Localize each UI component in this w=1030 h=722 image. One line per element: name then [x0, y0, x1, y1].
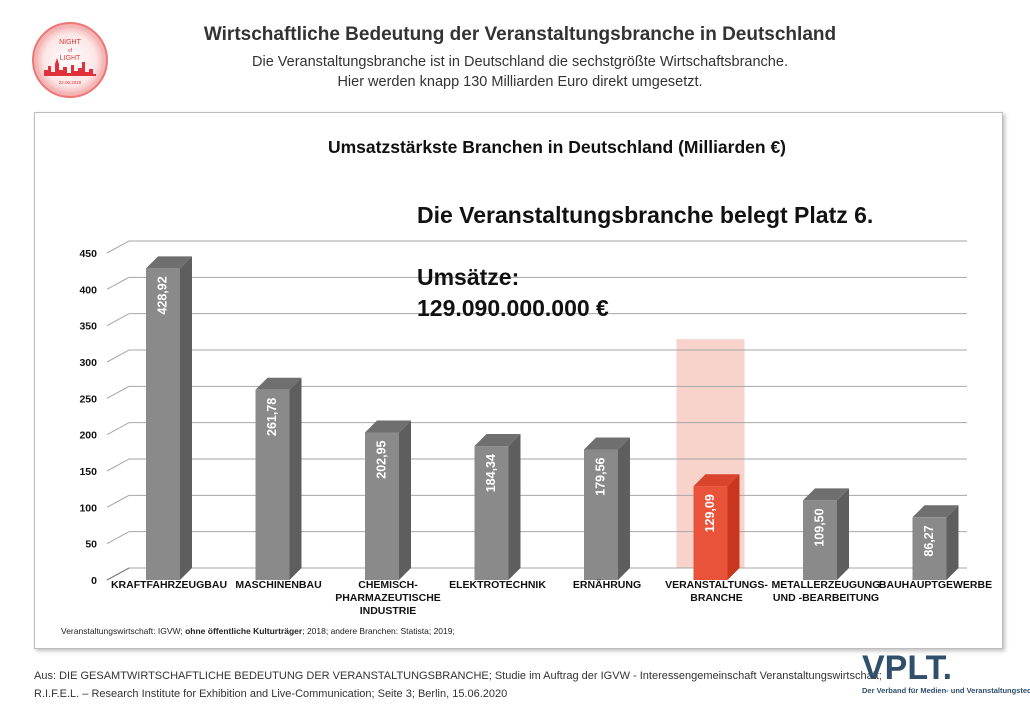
category-label-line: KRAFTFAHRZEUGBAU [111, 579, 227, 591]
source-part-2: ohne öffentliche Kulturträger [185, 626, 303, 636]
chart-frame: Umsatzstärkste Branchen in Deutschland (… [34, 112, 1003, 649]
vplt-tagline: Der Verband für Medien- und Veranstaltun… [862, 686, 1030, 695]
gridline-depth [106, 494, 130, 508]
y-tick-label: 300 [79, 357, 97, 369]
bar-value-label: 86,27 [922, 525, 936, 556]
y-tick-label: 250 [79, 393, 97, 405]
category-label: ERNÄHRUNG [573, 578, 641, 591]
bar-side [618, 437, 630, 580]
annotation-revenue-label: Umsätze: [417, 264, 519, 290]
chart-title: Umsatzstärkste Branchen in Deutschland (… [328, 137, 786, 157]
y-tick-label: 350 [79, 321, 97, 333]
bar-top [146, 256, 192, 269]
y-tick-label: 100 [79, 502, 97, 514]
category-label-line: UND -BEARBEITUNG [773, 592, 879, 604]
bar-value-label: 129,09 [703, 494, 717, 532]
category-label: VERANSTALTUNGS-BRANCHE [665, 579, 768, 604]
bar [474, 446, 509, 580]
category-label-line: MASCHINENBAU [235, 579, 321, 591]
bar-side [946, 505, 959, 580]
bar-value-label: 179,56 [593, 457, 607, 495]
gridline-depth [106, 349, 130, 363]
bar [255, 389, 290, 580]
bar-top [693, 474, 740, 487]
bar-top [912, 505, 959, 518]
footer-citation-line-1: Aus: DIE GESAMTWIRTSCHAFTLICHE BEDEUTUNG… [34, 670, 882, 682]
category-label-line: METALLERZEUGUNG [772, 579, 881, 591]
category-label: ELEKTROTECHNIK [449, 579, 546, 591]
gridline-depth [106, 313, 130, 327]
category-label: KRAFTFAHRZEUGBAU [111, 579, 227, 591]
bar [365, 432, 399, 580]
gridline-depth [106, 240, 130, 254]
source-part-3: ; 2018; andere Branchen: Statista; 2019; [302, 626, 455, 636]
vplt-logo: VPLT. Der Verband für Medien- und Verans… [862, 649, 1030, 696]
page-title: Wirtschaftliche Bedeutung der Veranstalt… [203, 24, 837, 45]
bar-top [255, 377, 302, 390]
bar-value-label: 184,34 [484, 454, 498, 492]
y-tick-label: 150 [79, 466, 97, 478]
bar-chart: Umsatzstärkste Branchen in Deutschland (… [61, 137, 992, 636]
category-label-line: VERANSTALTUNGS- [665, 579, 768, 591]
bar [584, 449, 618, 580]
bar [146, 268, 180, 580]
gridline-depth [106, 385, 130, 399]
category-label-line: BRANCHE [690, 592, 743, 604]
bar-top [474, 434, 521, 447]
bar-side [837, 488, 849, 580]
logo-text-2: of [68, 48, 73, 54]
bar-side [508, 434, 521, 580]
category-label-line: BAUHAUPTGEWERBE [879, 579, 992, 591]
logo-text-3: LIGHT [60, 55, 81, 62]
vplt-brand: VPLT. [862, 649, 953, 687]
page-subtitle-line-2: Hier werden knapp 130 Milliarden Euro di… [337, 74, 703, 90]
bar [803, 500, 837, 580]
y-tick-label: 450 [79, 248, 97, 260]
bar-side [289, 377, 302, 580]
category-label: METALLERZEUGUNG UND -BEARBEITUNG [772, 579, 881, 604]
category-label: MASCHINENBAU [235, 579, 321, 591]
bar-side [727, 474, 740, 580]
logo-text-1: NIGHT [59, 39, 82, 46]
bar-side [180, 256, 192, 580]
bar-value-label: 428,92 [155, 276, 169, 314]
category-label: BAUHAUPTGEWERBE [879, 579, 992, 591]
category-label-line: CHEMISCH- [358, 579, 418, 591]
annotation-rank: Die Veranstaltungsbranche belegt Platz 6… [417, 202, 873, 228]
bar-value-label: 261,78 [265, 398, 279, 436]
y-tick-label: 400 [79, 284, 97, 296]
footer-citation-line-2: R.I.F.E.L. – Research Institute for Exhi… [34, 688, 508, 700]
bar-top [803, 488, 849, 501]
gridline-depth [106, 458, 130, 472]
category-label: CHEMISCH-PHARMAZEUTISCHE INDUSTRIE [335, 579, 441, 617]
category-label-line: ELEKTROTECHNIK [449, 579, 546, 591]
gridline-depth [106, 276, 130, 290]
gridline-depth [106, 422, 130, 436]
category-label-line: INDUSTRIE [360, 605, 417, 617]
axis-floor [106, 567, 130, 581]
page-subtitle-line-1: Die Veranstaltungsbranche ist in Deutsch… [252, 54, 788, 70]
logo-date: 22.06.2020 [59, 80, 82, 85]
y-tick-label: 0 [91, 575, 97, 587]
bar [693, 486, 728, 580]
bar-value-label: 109,50 [812, 508, 826, 546]
y-tick-label: 200 [79, 430, 97, 442]
bar-value-label: 202,95 [374, 440, 388, 478]
bar-top [584, 437, 630, 450]
source-part-1: Veranstaltungswirtschaft: IGVW; [61, 626, 185, 636]
y-tick-label: 50 [85, 539, 97, 551]
bar [912, 517, 947, 580]
chart-source-note: Veranstaltungswirtschaft: IGVW; ohne öff… [61, 626, 455, 636]
category-label-line: PHARMAZEUTISCHE [335, 592, 441, 604]
night-of-light-logo: NIGHT of LIGHT 22.06.2020 [30, 20, 110, 100]
gridline-depth [106, 531, 130, 545]
bar-top [365, 420, 411, 433]
category-label-line: ERNÄHRUNG [573, 578, 641, 591]
bar-side [399, 420, 411, 580]
annotation-revenue-value: 129.090.000.000 € [417, 295, 609, 321]
